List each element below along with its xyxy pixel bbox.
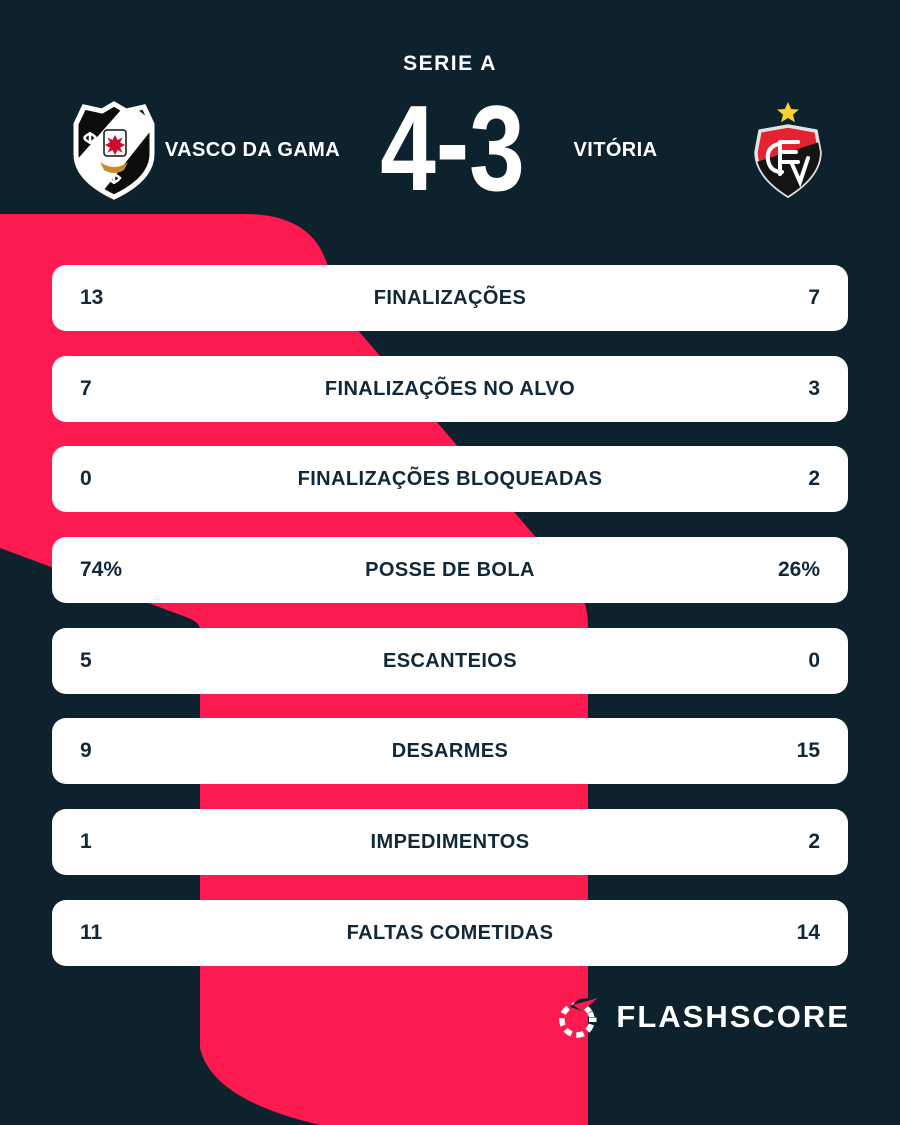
away-stat-value: 2 bbox=[808, 467, 820, 490]
stat-label: FALTAS COMETIDAS bbox=[346, 922, 554, 944]
home-stat-value: 9 bbox=[80, 739, 92, 762]
away-stat-value: 7 bbox=[808, 286, 820, 309]
stat-row-impedimentos: 1 IMPEDIMENTOS 2 bbox=[52, 809, 848, 875]
stat-row-posse-de-bola: 74% POSSE DE BOLA 26% bbox=[52, 537, 848, 603]
away-stat-value: 3 bbox=[808, 377, 820, 400]
stat-label: FINALIZAÇÕES bbox=[373, 287, 527, 309]
stat-label: IMPEDIMENTOS bbox=[370, 831, 530, 853]
stat-row-escanteios: 5 ESCANTEIOS 0 bbox=[52, 628, 848, 694]
away-stat-value: 14 bbox=[796, 921, 820, 944]
home-stat-value: 1 bbox=[80, 830, 92, 853]
home-stat-value: 74% bbox=[80, 558, 123, 581]
home-stat-value: 11 bbox=[80, 921, 103, 944]
stat-row-finalizacoes: 13 FINALIZAÇÕES 7 bbox=[52, 265, 848, 331]
score-separator: - bbox=[435, 74, 469, 210]
home-stat-value: 7 bbox=[80, 377, 92, 400]
away-score: 3 bbox=[469, 80, 525, 216]
away-stat-value: 26% bbox=[777, 558, 820, 581]
home-stat-value: 0 bbox=[80, 467, 92, 490]
stat-label: FINALIZAÇÕES NO ALVO bbox=[324, 378, 576, 400]
vitoria-crest-logo bbox=[754, 102, 822, 199]
stat-row-desarmes: 9 DESARMES 15 bbox=[52, 718, 848, 784]
home-team-name: VASCO DA GAMA bbox=[164, 139, 341, 161]
flashscore-brand: FLASHSCORE bbox=[556, 994, 850, 1040]
league-title: SERIE A bbox=[403, 52, 497, 75]
stat-label: DESARMES bbox=[391, 740, 509, 762]
away-stat-value: 0 bbox=[808, 649, 820, 672]
match-score: 4 - 3 bbox=[352, 80, 549, 216]
vasco-da-gama-crest-logo bbox=[73, 101, 155, 200]
home-stat-value: 5 bbox=[80, 649, 92, 672]
stat-label: ESCANTEIOS bbox=[382, 650, 518, 672]
home-stat-value: 13 bbox=[80, 286, 104, 309]
flashscore-wordmark: FLASHSCORE bbox=[616, 999, 850, 1034]
home-score: 4 bbox=[380, 80, 436, 216]
away-team-name: VITÓRIA bbox=[573, 139, 658, 161]
stat-row-faltas-cometidas: 11 FALTAS COMETIDAS 14 bbox=[52, 900, 848, 966]
stat-label: POSSE DE BOLA bbox=[365, 559, 535, 581]
away-stat-value: 15 bbox=[796, 739, 820, 762]
stat-row-finalizacoes-no-alvo: 7 FINALIZAÇÕES NO ALVO 3 bbox=[52, 356, 848, 422]
stat-row-finalizacoes-bloqueadas: 0 FINALIZAÇÕES BLOQUEADAS 2 bbox=[52, 446, 848, 512]
flashscore-spinner-icon bbox=[559, 997, 601, 1038]
away-stat-value: 2 bbox=[808, 830, 820, 853]
stat-label: FINALIZAÇÕES BLOQUEADAS bbox=[297, 468, 603, 490]
